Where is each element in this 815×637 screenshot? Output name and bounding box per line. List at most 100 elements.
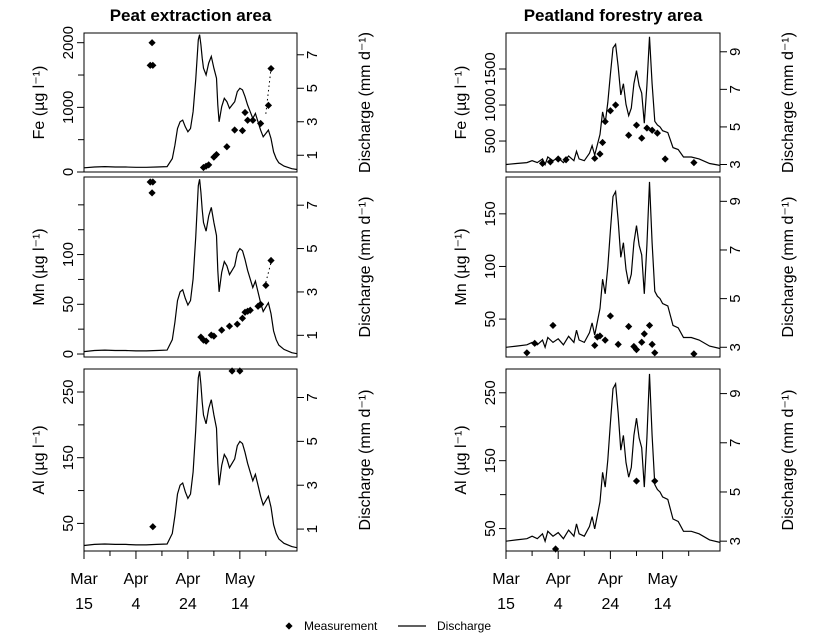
y-tick-label: 50	[482, 311, 499, 328]
measurement-point	[651, 477, 659, 485]
y2-tick-label: 5	[727, 488, 744, 496]
y-tick-label: 0	[60, 168, 77, 176]
y-axis-label: Al (µg l⁻¹)	[453, 425, 470, 494]
measurement-point	[531, 339, 539, 347]
x-tick-month: Apr	[175, 571, 201, 588]
y2-tick-label: 5	[304, 437, 321, 445]
measurement-point	[601, 117, 609, 126]
measurement-point	[218, 326, 226, 334]
measurement-point	[205, 161, 213, 169]
panel-title: Peat extraction area	[110, 6, 272, 25]
y2-axis-label: Discharge (mm d⁻¹)	[780, 390, 797, 531]
measurement-point	[625, 322, 633, 331]
measurement-point	[690, 159, 698, 167]
legend-measurement-label: Measurement	[304, 619, 378, 633]
y2-axis-label: Discharge (mm d⁻¹)	[357, 32, 374, 173]
y2-tick-label: 7	[304, 201, 321, 209]
y2-tick-label: 7	[304, 393, 321, 401]
x-tick-month: Mar	[492, 571, 520, 588]
x-tick-day: 15	[75, 596, 93, 613]
measurement-point	[249, 116, 257, 124]
y2-tick-label: 9	[727, 48, 744, 56]
discharge-line	[506, 181, 720, 350]
x-tick-month: Apr	[546, 571, 572, 588]
measurement-point	[236, 367, 244, 375]
x-tick-day: 4	[554, 596, 563, 613]
panel-frame	[83, 368, 298, 552]
panel-1: 0 50 100 1 3 5 7 Mn (µg l⁻¹) Discharge (mm d⁻¹)	[31, 176, 374, 358]
measurement-point	[661, 155, 669, 163]
discharge-line	[84, 371, 297, 549]
y2-tick-label: 3	[304, 118, 321, 126]
panel-2: 50 150 250 1 3 5 7 Al (µg l⁻¹) Discharge (mm d⁻¹…	[31, 367, 374, 613]
panel-title: Peatland forestry area	[524, 6, 703, 25]
y2-tick-label: 1	[304, 525, 321, 533]
measurement-point	[228, 367, 236, 375]
measurement-point	[638, 134, 646, 142]
y2-tick-label: 5	[304, 244, 321, 252]
discharge-line	[84, 34, 297, 171]
measurement-point	[231, 126, 239, 134]
legend: Measurement Discharge	[285, 619, 491, 633]
panel-frame	[505, 368, 721, 552]
y-tick-label: 250	[482, 380, 499, 405]
y-tick-label: 100	[482, 254, 499, 279]
y2-tick-label: 5	[727, 294, 744, 302]
measurement-point	[638, 338, 646, 346]
measurement-point	[148, 189, 156, 197]
measurement-point	[606, 107, 614, 115]
x-tick-day: 24	[601, 596, 619, 613]
x-tick-month: May	[647, 571, 677, 588]
measurement-point	[601, 336, 609, 344]
measurement-point	[554, 155, 562, 163]
y2-axis-label: Discharge (mm d⁻¹)	[357, 197, 374, 338]
y-tick-label: 150	[482, 448, 499, 473]
measurement-point	[640, 330, 648, 338]
y-tick-label: 150	[482, 201, 499, 226]
measurement-point	[596, 332, 604, 340]
measurement-point	[149, 178, 157, 186]
legend-measurement-marker	[285, 622, 293, 630]
measurement-point	[233, 320, 241, 328]
panel-frame	[83, 32, 298, 173]
panel-4: 50 100 150 3 5 7 9 Mn (µg l⁻¹) Discharge (mm d⁻¹…	[453, 176, 797, 358]
measurement-point	[632, 477, 641, 485]
measurement-point	[241, 108, 249, 117]
measurement-point	[614, 340, 622, 348]
discharge-line	[84, 179, 297, 355]
x-tick-month: May	[225, 571, 255, 588]
measurement-point	[632, 346, 641, 354]
y2-tick-label: 3	[727, 343, 744, 351]
measurement-point	[643, 124, 651, 132]
y-tick-label: 150	[60, 445, 77, 470]
measurement-point	[596, 150, 604, 158]
measurement-point	[591, 341, 599, 350]
panel-0: 0 1000 2000 1 3 5 7 Fe (µg l⁻¹) Discharge (mm d⁻…	[31, 6, 374, 176]
measurement-point	[244, 116, 252, 124]
measurement-point	[197, 333, 205, 341]
y-tick-label: 50	[60, 515, 77, 532]
measurement-point	[546, 158, 554, 166]
measurement-point	[606, 312, 614, 320]
y-tick-label: 250	[60, 379, 77, 404]
measurement-point	[238, 314, 247, 322]
measurement-point	[591, 154, 599, 162]
y2-axis-label: Discharge (mm d⁻¹)	[780, 32, 797, 173]
measurement-point	[257, 300, 265, 308]
measurement-point	[264, 101, 273, 110]
x-tick-day: 14	[231, 596, 249, 613]
y2-tick-label: 5	[304, 84, 321, 92]
x-tick-day: 14	[654, 596, 672, 613]
measurement-point	[632, 121, 641, 129]
measurement-point	[523, 349, 531, 357]
discharge-line	[506, 36, 720, 167]
measurement-point	[246, 306, 254, 314]
x-tick-month: Mar	[70, 571, 98, 588]
y-tick-label: 100	[60, 242, 77, 267]
measurement-point	[651, 349, 659, 357]
y2-tick-label: 3	[304, 288, 321, 296]
measurement-point	[562, 156, 570, 164]
measurement-point	[254, 302, 262, 310]
y-tick-label: 1500	[482, 52, 499, 85]
